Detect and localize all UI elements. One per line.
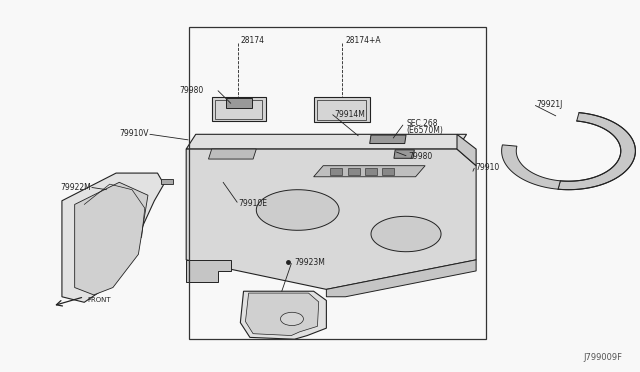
Text: 79921J: 79921J [537, 100, 563, 109]
Polygon shape [186, 260, 231, 282]
Polygon shape [394, 150, 414, 158]
Polygon shape [75, 182, 148, 295]
Polygon shape [241, 291, 326, 339]
Text: SEC.268: SEC.268 [406, 119, 438, 128]
Bar [189, 27, 486, 339]
Polygon shape [383, 167, 394, 175]
Text: (E6570M): (E6570M) [406, 126, 443, 135]
Polygon shape [558, 113, 636, 190]
Text: 79923M: 79923M [294, 258, 325, 267]
Polygon shape [371, 216, 441, 252]
Polygon shape [365, 167, 377, 175]
Polygon shape [330, 167, 342, 175]
Polygon shape [209, 149, 256, 159]
Polygon shape [502, 145, 561, 189]
Text: 79910E: 79910E [239, 199, 268, 208]
Polygon shape [227, 98, 252, 109]
Circle shape [280, 312, 303, 326]
Text: 28174+A: 28174+A [346, 36, 381, 45]
Polygon shape [457, 134, 476, 166]
Polygon shape [314, 166, 425, 177]
Text: 79980: 79980 [408, 152, 432, 161]
Text: 79910V: 79910V [120, 129, 149, 138]
Polygon shape [212, 97, 266, 121]
Polygon shape [314, 97, 370, 122]
Text: 79922M: 79922M [60, 183, 91, 192]
Polygon shape [257, 190, 339, 230]
Text: FRONT: FRONT [88, 297, 111, 303]
Text: 79914M: 79914M [334, 109, 365, 119]
Polygon shape [186, 134, 467, 149]
Text: 79910: 79910 [476, 163, 500, 172]
Polygon shape [161, 179, 173, 184]
Polygon shape [246, 293, 319, 336]
Polygon shape [348, 167, 360, 175]
Polygon shape [370, 135, 406, 144]
Text: J799009F: J799009F [584, 353, 623, 362]
Polygon shape [62, 173, 164, 302]
Polygon shape [186, 149, 476, 289]
Text: 79980: 79980 [180, 86, 204, 94]
Polygon shape [326, 260, 476, 297]
Text: 28174: 28174 [241, 36, 264, 45]
